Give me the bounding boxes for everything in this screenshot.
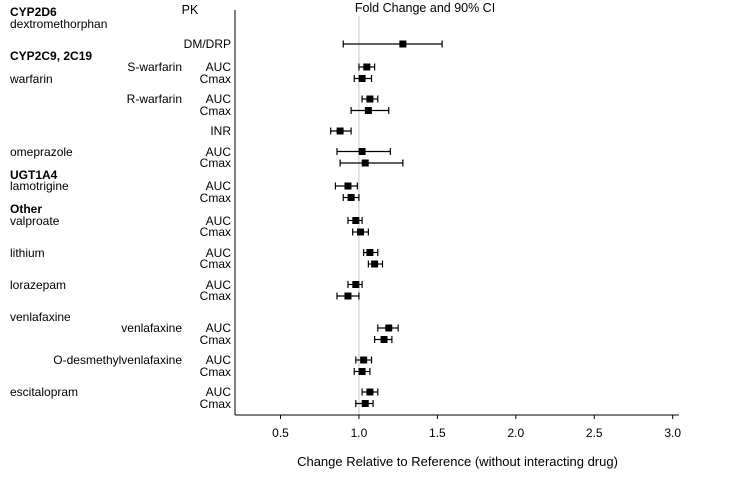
analyte-label: venlafaxine xyxy=(121,321,182,335)
pk-label: Cmax xyxy=(199,190,231,205)
pk-label: Cmax xyxy=(199,225,231,239)
pk-label: AUC xyxy=(205,385,231,399)
point-marker xyxy=(366,95,374,103)
heading-label: Other xyxy=(10,202,43,216)
pk-label: DM/DRP xyxy=(183,37,231,51)
drug-label: warfarin xyxy=(10,71,53,86)
point-marker xyxy=(361,400,369,407)
pk-label: Cmax xyxy=(199,257,231,271)
pk-label: Cmax xyxy=(199,103,231,118)
pk-column-header: PK xyxy=(181,3,199,17)
x-tick-label: 3.0 xyxy=(664,426,681,440)
point-marker xyxy=(363,63,371,71)
pk-label: Cmax xyxy=(199,156,231,170)
analyte-label: R-warfarin xyxy=(126,92,182,106)
point-marker xyxy=(361,159,369,167)
heading-label: UGT1A4 xyxy=(10,167,58,182)
pk-label: AUC xyxy=(205,144,231,159)
chart-title: Fold Change and 90% CI xyxy=(354,1,496,15)
pk-label: INR xyxy=(210,124,231,138)
drug-label: lorazepam xyxy=(10,277,67,292)
pk-label: AUC xyxy=(205,60,231,74)
pk-label: AUC xyxy=(205,92,231,106)
heading-label: CYP2C9, 2C19 xyxy=(10,48,93,63)
pk-label: Cmax xyxy=(199,364,231,379)
heading-label: CYP2D6 xyxy=(10,5,57,19)
point-marker xyxy=(358,75,366,82)
point-marker xyxy=(352,281,360,288)
point-marker xyxy=(366,249,374,256)
pk-label: AUC xyxy=(205,245,231,260)
pk-label: AUC xyxy=(205,213,231,228)
pk-label: Cmax xyxy=(199,289,231,303)
point-marker xyxy=(344,182,352,190)
drug-label: lithium xyxy=(10,245,45,260)
point-marker xyxy=(371,260,379,268)
point-marker xyxy=(357,228,365,236)
analyte-label: S-warfarin xyxy=(127,60,182,74)
drug-label: dextromethorphan xyxy=(10,16,108,31)
drug-label: escitalopram xyxy=(10,385,79,399)
point-marker xyxy=(344,292,352,300)
pk-label: AUC xyxy=(205,321,231,335)
x-axis-label: Change Relative to Reference (without in… xyxy=(297,454,618,469)
drug-label: valproate xyxy=(10,213,60,228)
pk-label: Cmax xyxy=(199,71,231,86)
drug-label: lamotrigine xyxy=(10,179,69,193)
pk-label: AUC xyxy=(205,353,231,367)
pk-label: Cmax xyxy=(199,396,231,411)
point-marker xyxy=(358,148,366,155)
x-tick-label: 2.0 xyxy=(507,426,524,440)
point-marker xyxy=(385,324,393,332)
point-marker xyxy=(366,388,374,396)
point-marker xyxy=(352,217,360,224)
point-marker xyxy=(399,40,407,48)
point-marker xyxy=(347,194,355,201)
pk-label: AUC xyxy=(205,277,231,292)
x-tick-label: 2.5 xyxy=(586,426,603,440)
x-tick-label: 1.0 xyxy=(351,426,368,440)
point-marker xyxy=(358,368,366,375)
pk-label: AUC xyxy=(205,179,231,193)
point-marker xyxy=(380,336,388,343)
pk-label: Cmax xyxy=(199,332,231,347)
point-marker xyxy=(360,356,368,364)
point-marker xyxy=(336,127,344,135)
x-tick-label: 1.5 xyxy=(429,426,446,440)
drug-label: venlafaxine xyxy=(10,309,71,324)
drug-label: omeprazole xyxy=(10,144,73,159)
x-tick-label: 0.5 xyxy=(272,426,289,440)
analyte-label: O-desmethylvenlafaxine xyxy=(53,353,182,367)
point-marker xyxy=(364,107,372,114)
